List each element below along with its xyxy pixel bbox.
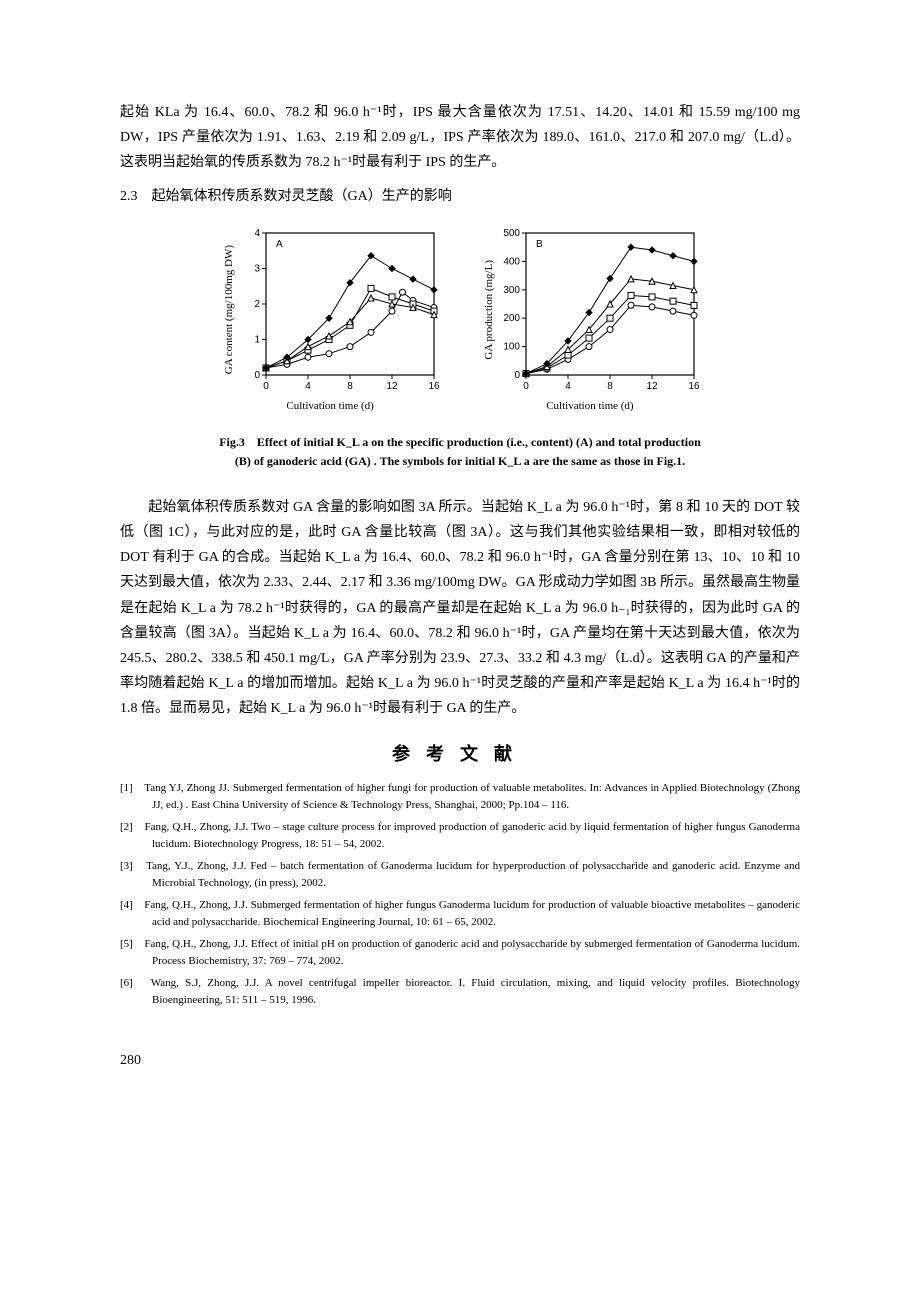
caption-line-1: Fig.3 Effect of initial K_L a on the spe… (180, 433, 740, 452)
references-list: [1] Tang YJ, Zhong JJ. Submerged ferment… (120, 780, 800, 1008)
svg-text:200: 200 (503, 313, 520, 324)
chart-b-xlabel: Cultivation time (d) (546, 397, 633, 417)
svg-text:0: 0 (263, 381, 269, 392)
svg-text:0: 0 (254, 370, 260, 381)
svg-text:B: B (536, 239, 543, 250)
page-number: 280 (120, 1048, 800, 1073)
reference-item: [4] Fang, Q.H., Zhong, J.J. Submerged fe… (120, 897, 800, 930)
svg-text:8: 8 (347, 381, 353, 392)
figure-3: GA content (mg/100mg DW) 048121601234A C… (120, 225, 800, 471)
svg-text:12: 12 (386, 381, 398, 392)
chart-b-ylabel: GA production (mg/L) (480, 260, 500, 360)
svg-text:8: 8 (607, 381, 613, 392)
svg-text:500: 500 (503, 228, 520, 239)
paragraph-ga: 起始氧体积传质系数对 GA 含量的影响如图 3A 所示。当起始 K_L a 为 … (120, 495, 800, 722)
svg-text:12: 12 (646, 381, 658, 392)
svg-text:A: A (276, 239, 283, 250)
chart-a: GA content (mg/100mg DW) 048121601234A C… (220, 225, 440, 417)
chart-a-svg: 048121601234A (240, 225, 440, 395)
chart-b-svg: 0 4 8 12 16 0 100 200 300 400 500 B (500, 225, 700, 395)
svg-text:4: 4 (305, 381, 311, 392)
svg-text:1: 1 (254, 334, 260, 345)
svg-text:400: 400 (503, 256, 520, 267)
section-heading-2-3: 2.3 起始氧体积传质系数对灵芝酸（GA）生产的影响 (120, 184, 800, 209)
caption-line-2: (B) of ganoderic acid (GA) . The symbols… (180, 452, 740, 471)
reference-item: [1] Tang YJ, Zhong JJ. Submerged ferment… (120, 780, 800, 813)
svg-text:2: 2 (254, 299, 260, 310)
reference-item: [2] Fang, Q.H., Zhong, J.J. Two – stage … (120, 819, 800, 852)
reference-item: [3] Tang, Y.J., Zhong, J.J. Fed – batch … (120, 858, 800, 891)
svg-text:0: 0 (523, 381, 529, 392)
reference-item: [5] Fang, Q.H., Zhong, J.J. Effect of in… (120, 936, 800, 969)
svg-text:3: 3 (254, 263, 260, 274)
reference-item: [6] Wang, S.J, Zhong, J.J. A novel centr… (120, 975, 800, 1008)
svg-text:0: 0 (514, 370, 520, 381)
chart-a-ylabel: GA content (mg/100mg DW) (220, 245, 240, 374)
figure-3-caption: Fig.3 Effect of initial K_L a on the spe… (180, 433, 740, 471)
svg-text:4: 4 (565, 381, 571, 392)
references-heading: 参考文献 (120, 738, 800, 770)
chart-a-xlabel: Cultivation time (d) (286, 397, 373, 417)
paragraph-ips: 起始 KLa 为 16.4、60.0、78.2 和 96.0 h⁻¹时，IPS … (120, 100, 800, 176)
svg-text:300: 300 (503, 285, 520, 296)
chart-b: GA production (mg/L) 0 4 8 12 16 0 100 200 300 40… (480, 225, 700, 417)
svg-text:16: 16 (688, 381, 700, 392)
svg-text:4: 4 (254, 228, 260, 239)
svg-text:16: 16 (428, 381, 440, 392)
svg-text:100: 100 (503, 341, 520, 352)
